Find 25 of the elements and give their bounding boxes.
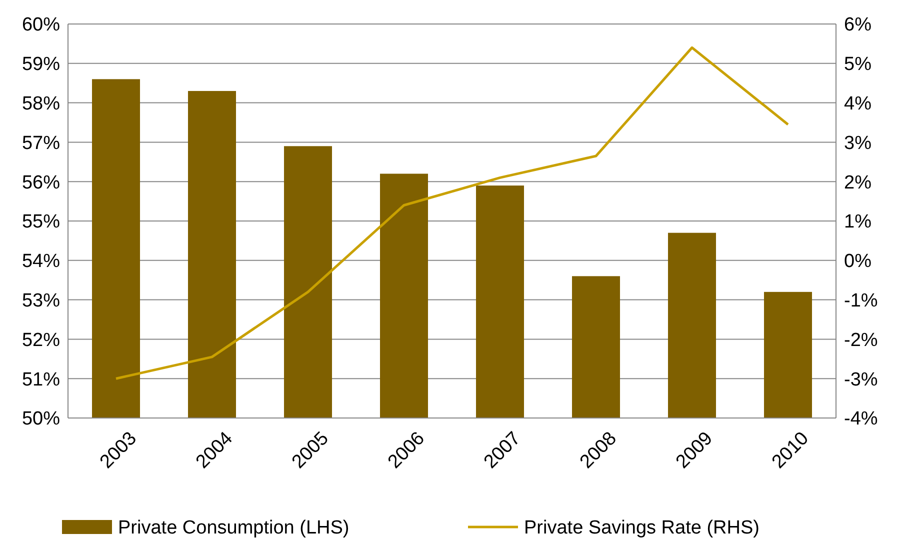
y2-tick-label: 1% <box>844 212 872 233</box>
y2-tick-label: 0% <box>844 251 872 272</box>
y-tick-label: 59% <box>22 54 60 76</box>
y2-tick-label: -2% <box>844 330 878 351</box>
y-tick-label: 52% <box>22 330 60 351</box>
y2-tick-label: 2% <box>844 172 872 194</box>
legend-label: Private Consumption (LHS) <box>118 518 350 539</box>
y-tick-label: 57% <box>22 132 60 154</box>
y-tick-label: 51% <box>22 369 60 390</box>
y-tick-label: 50% <box>22 408 60 430</box>
y2-tick-label: 6% <box>844 14 872 36</box>
y-tick-label: 56% <box>22 172 60 194</box>
y2-tick-label: 5% <box>844 54 872 76</box>
y2-tick-label: -3% <box>844 369 878 390</box>
legend-label: Private Savings Rate (RHS) <box>524 518 760 539</box>
y2-tick-label: 4% <box>844 93 872 114</box>
y2-tick-label: 3% <box>844 132 872 154</box>
y2-tick-label: -1% <box>844 290 878 312</box>
y2-tick-label: -4% <box>844 408 878 430</box>
y-tick-label: 58% <box>22 93 60 114</box>
y-tick-label: 55% <box>22 212 60 233</box>
y-tick-label: 60% <box>22 14 60 36</box>
line-series <box>114 46 790 380</box>
y-tick-label: 53% <box>22 290 60 312</box>
y-tick-label: 54% <box>22 251 60 272</box>
